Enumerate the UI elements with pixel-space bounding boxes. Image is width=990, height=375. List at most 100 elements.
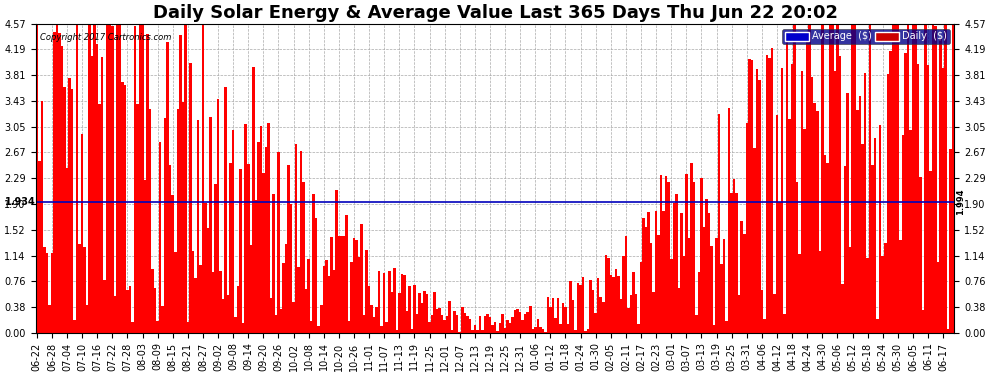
Bar — [396, 330, 398, 333]
Bar — [551, 298, 554, 333]
Bar — [212, 272, 214, 333]
Bar — [534, 327, 537, 333]
Bar — [91, 56, 93, 333]
Bar — [156, 321, 158, 333]
Bar — [441, 315, 444, 333]
Bar — [161, 306, 164, 333]
Bar — [38, 160, 41, 333]
Bar — [458, 332, 461, 333]
Bar — [937, 262, 940, 333]
Bar — [842, 284, 843, 333]
Bar — [680, 213, 682, 333]
Bar — [341, 236, 343, 333]
Bar — [871, 165, 874, 333]
Bar — [540, 327, 542, 333]
Bar — [478, 316, 481, 333]
Bar — [829, 24, 832, 333]
Bar — [798, 254, 801, 333]
Bar — [750, 60, 753, 333]
Bar — [731, 193, 733, 333]
Bar — [569, 281, 572, 333]
Bar — [630, 295, 633, 333]
Bar — [899, 240, 902, 333]
Bar — [126, 290, 129, 333]
Bar — [121, 82, 124, 333]
Bar — [612, 277, 615, 333]
Bar — [235, 316, 237, 333]
Bar — [272, 194, 274, 333]
Bar — [763, 319, 765, 333]
Bar — [209, 117, 212, 333]
Bar — [421, 303, 424, 333]
Bar — [597, 278, 600, 333]
Bar — [217, 99, 220, 333]
Bar — [848, 247, 851, 333]
Bar — [592, 290, 594, 333]
Bar — [726, 321, 728, 333]
Bar — [904, 53, 907, 333]
Bar — [605, 255, 607, 333]
Bar — [602, 302, 605, 333]
Bar — [431, 315, 434, 333]
Bar — [814, 103, 816, 333]
Bar — [647, 212, 649, 333]
Bar — [768, 58, 770, 333]
Bar — [736, 193, 738, 333]
Bar — [594, 313, 597, 333]
Bar — [434, 292, 436, 333]
Bar — [426, 294, 429, 333]
Bar — [721, 264, 723, 333]
Bar — [328, 276, 330, 333]
Bar — [582, 277, 584, 333]
Bar — [667, 182, 670, 333]
Bar — [677, 288, 680, 333]
Bar — [343, 236, 346, 333]
Bar — [566, 324, 569, 333]
Title: Daily Solar Energy & Average Value Last 365 Days Thu Jun 22 20:02: Daily Solar Energy & Average Value Last … — [152, 4, 838, 22]
Bar — [886, 74, 889, 333]
Bar — [274, 315, 277, 333]
Bar — [254, 200, 257, 333]
Bar — [86, 305, 88, 333]
Bar — [894, 24, 897, 333]
Bar — [280, 309, 282, 333]
Bar — [509, 323, 512, 333]
Bar — [352, 238, 355, 333]
Bar — [622, 256, 625, 333]
Bar — [843, 166, 846, 333]
Bar — [796, 183, 798, 333]
Bar — [166, 42, 169, 333]
Bar — [83, 247, 86, 333]
Bar — [116, 24, 119, 333]
Bar — [139, 24, 142, 333]
Bar — [88, 24, 91, 333]
Bar — [662, 211, 665, 333]
Bar — [781, 68, 783, 333]
Bar — [305, 290, 308, 333]
Bar — [501, 314, 504, 333]
Bar — [494, 322, 496, 333]
Bar — [237, 286, 240, 333]
Bar — [55, 24, 58, 333]
Bar — [718, 114, 721, 333]
Bar — [448, 302, 450, 333]
Bar — [204, 203, 207, 333]
Bar — [512, 317, 514, 333]
Bar — [549, 307, 551, 333]
Bar — [946, 329, 949, 333]
Bar — [716, 238, 718, 333]
Bar — [439, 309, 441, 333]
Bar — [682, 256, 685, 333]
Text: Copyright 2017 Cartronics.com: Copyright 2017 Cartronics.com — [41, 33, 171, 42]
Bar — [892, 24, 894, 333]
Bar — [365, 250, 368, 333]
Bar — [907, 24, 909, 333]
Bar — [524, 314, 527, 333]
Bar — [675, 194, 677, 333]
Bar — [738, 295, 741, 333]
Bar — [373, 317, 375, 333]
Bar — [723, 239, 726, 333]
Bar — [633, 272, 635, 333]
Bar — [652, 292, 654, 333]
Bar — [546, 297, 549, 333]
